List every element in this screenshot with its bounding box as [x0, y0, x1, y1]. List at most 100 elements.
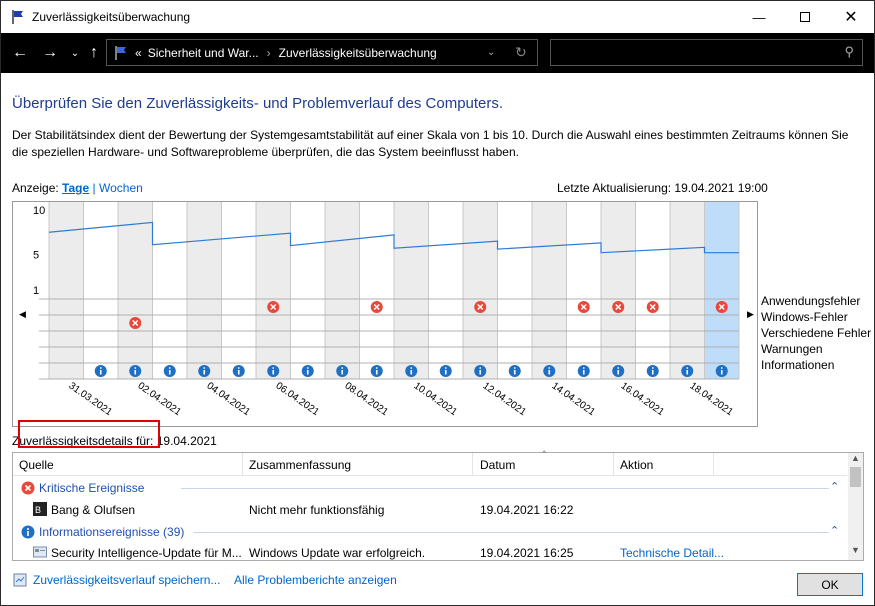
category-label: Informationen [761, 358, 835, 372]
info-marker-bar [720, 370, 723, 375]
chart-column [601, 202, 636, 379]
table-row[interactable]: B Bang & Olufsen Nicht mehr funktionsfäh… [13, 499, 847, 521]
info-marker-dot [375, 367, 378, 369]
chart-column [49, 202, 84, 379]
y-tick-label: 1 [33, 285, 39, 297]
forward-button[interactable]: → [40, 43, 60, 63]
info-marker-dot [410, 367, 413, 369]
info-marker-bar [617, 370, 620, 375]
footer: Zuverlässigkeitsverlauf speichern... All… [1, 563, 874, 605]
all-reports-link[interactable]: Alle Problemberichte anzeigen [234, 573, 397, 587]
chart-column [532, 202, 567, 379]
address-bar[interactable]: « Sicherheit und War... › Zuverlässigkei… [106, 39, 538, 66]
control-panel-flag-icon [115, 45, 126, 60]
scroll-left-icon[interactable]: ◀ [19, 309, 26, 319]
breadcrumb-reliability[interactable]: Zuverlässigkeitsüberwachung [278, 45, 437, 60]
stability-chart-svg[interactable]: 10 5 1 31.03.2021 02.04.2021 04.04.2021 06.04.… [13, 202, 757, 426]
category-label: Verschiedene Fehler [761, 326, 872, 340]
column-header-source[interactable]: Quelle [19, 458, 54, 472]
category-label: Warnungen [761, 342, 823, 356]
error-marker-cross [132, 319, 139, 327]
column-header-action[interactable]: Aktion [620, 458, 654, 472]
details-table: Quelle Zusammenfassung Datum ⌃ Aktion Kr… [12, 450, 864, 564]
group-critical-events[interactable]: Kritische Ereignisse [21, 478, 144, 498]
details-label: Zuverlässigkeitsdetails für: 19.04.2021 [12, 434, 217, 448]
info-marker-dot [306, 367, 309, 369]
maximize-button[interactable] [782, 1, 828, 33]
close-button[interactable]: ✕ [828, 1, 874, 33]
search-input[interactable]: ⚲ [550, 39, 863, 66]
chart-column [428, 202, 463, 379]
page-title: Überprüfen Sie den Zuverlässigkeits- und… [12, 95, 504, 112]
info-marker-dot [548, 367, 551, 369]
highlight-box [18, 420, 160, 448]
chart-column [394, 202, 429, 379]
info-marker-bar [134, 370, 137, 375]
column-header-summary[interactable]: Zusammenfassung [249, 458, 352, 472]
save-history-icon [13, 573, 27, 587]
info-marker-dot [582, 367, 585, 369]
back-button[interactable]: ← [10, 43, 30, 63]
security-update-icon [33, 545, 47, 562]
x-tick-label: 16.04.2021 [619, 380, 667, 418]
category-label: Anwendungsfehler [761, 294, 861, 308]
stability-chart[interactable]: 10 5 1 31.03.2021 02.04.2021 04.04.2021 06.04.… [12, 201, 758, 427]
details-scrollbar[interactable]: ▲ ▼ [848, 453, 863, 560]
up-button[interactable]: ↑ [84, 43, 104, 63]
x-tick-label: 04.04.2021 [205, 380, 253, 418]
info-marker-bar [203, 370, 206, 375]
x-tick-label: 06.04.2021 [274, 380, 322, 418]
chart-column [325, 202, 360, 379]
info-marker-dot [720, 367, 723, 369]
search-icon: ⚲ [844, 44, 854, 59]
arrow-left-icon: ← [12, 44, 28, 61]
scroll-thumb[interactable] [850, 467, 861, 487]
x-tick-label: 18.04.2021 [688, 380, 736, 418]
close-icon: ✕ [844, 9, 858, 26]
recent-dropdown[interactable]: ⌄ [65, 43, 85, 63]
breadcrumb-security[interactable]: Sicherheit und War... [147, 45, 259, 60]
collapse-info-icon[interactable]: ⌃ [830, 525, 840, 537]
info-marker-bar [272, 370, 275, 375]
address-dropdown-icon[interactable]: ⌄ [487, 47, 496, 58]
navigation-bar: ← → ⌄ ↑ « Sicherheit und War... › Zuverl… [1, 33, 874, 73]
error-marker-cross [270, 303, 277, 311]
save-history-link[interactable]: Zuverlässigkeitsverlauf speichern... [33, 573, 221, 587]
group-critical-label: Kritische Ereignisse [39, 481, 145, 495]
ok-button[interactable]: OK [797, 573, 863, 596]
scroll-right-icon[interactable]: ▶ [747, 309, 754, 319]
column-header-date[interactable]: Datum [480, 458, 516, 472]
view-weeks-link[interactable]: Wochen [98, 181, 143, 195]
view-days-link[interactable]: Tage [62, 181, 90, 195]
info-marker-dot [686, 367, 689, 369]
view-selector: Anzeige: Tage | Wochen [12, 181, 143, 195]
main-content: Überprüfen Sie den Zuverlässigkeits- und… [1, 73, 874, 605]
scroll-down-icon[interactable]: ▼ [851, 545, 860, 555]
x-tick-label: 02.04.2021 [136, 380, 184, 418]
info-marker-bar [513, 370, 516, 375]
breadcrumb-overflow[interactable]: « [135, 45, 142, 60]
refresh-icon[interactable]: ↻ [515, 44, 527, 60]
bang-olufsen-app-icon: B [33, 502, 47, 519]
minimize-button[interactable]: — [736, 1, 782, 33]
scroll-up-icon[interactable]: ▲ [851, 453, 860, 463]
info-icon [21, 525, 35, 539]
info-marker-bar [548, 370, 551, 375]
error-marker-cross [580, 303, 587, 311]
title-bar: Zuverlässigkeitsüberwachung — ✕ [1, 1, 874, 33]
collapse-critical-icon[interactable]: ⌃ [830, 481, 840, 493]
group-info-events[interactable]: Informationsereignisse (39) [21, 522, 184, 542]
error-marker-cross [615, 303, 622, 311]
x-tick-label: 14.04.2021 [550, 380, 598, 418]
view-separator: | [92, 181, 96, 195]
info-marker-dot [479, 367, 482, 369]
info-marker-bar [582, 370, 585, 375]
table-row[interactable]: Security Intelligence-Update für M... Wi… [13, 542, 847, 564]
info-marker-bar [686, 370, 689, 375]
info-marker-dot [168, 367, 171, 369]
info-marker-dot [341, 367, 344, 369]
window-title: Zuverlässigkeitsüberwachung [32, 10, 191, 24]
category-label: Windows-Fehler [761, 310, 848, 324]
technical-details-link[interactable]: Technische Detail... [620, 546, 725, 560]
flag-icon [12, 10, 23, 24]
